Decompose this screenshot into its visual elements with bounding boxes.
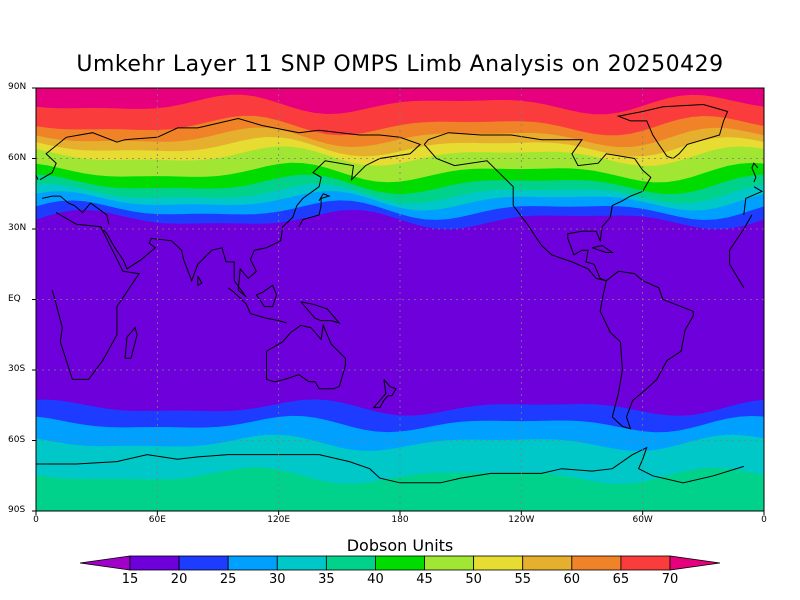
colorbar-level-label: 70	[661, 572, 679, 587]
x-tick-label: 60E	[148, 515, 166, 525]
coastline-7-0	[400, 446, 744, 484]
colorbar-box	[473, 555, 524, 571]
coastline-8-0	[298, 193, 331, 227]
coastline-0-2	[729, 214, 753, 265]
x-tick-label: 120E	[267, 515, 291, 525]
coastline-14-0	[124, 326, 138, 359]
coastline-15-0	[197, 275, 203, 287]
colorbar-level-label: 40	[367, 572, 384, 587]
coastline-5-0	[599, 270, 694, 430]
colorbar-under-triangle	[79, 555, 131, 571]
colorbar-box	[424, 555, 475, 571]
colorbar-level-label: 60	[563, 572, 581, 587]
y-tick-label: EQ	[8, 293, 21, 304]
x-tick-label: 0	[761, 515, 767, 525]
colorbar-box	[620, 555, 671, 571]
x-tick-label: 60W	[632, 515, 653, 525]
y-tick-label: 30S	[8, 364, 26, 374]
colorbar-level-label: 45	[416, 572, 433, 587]
coastline-2-1	[41, 195, 110, 225]
coastline-1-1	[39, 117, 422, 298]
x-tick-label: 120W	[508, 515, 535, 525]
coastline-0-0	[729, 264, 745, 289]
colorbar-level-label: 15	[121, 572, 139, 587]
colorbar-level-label: 65	[612, 572, 630, 587]
y-tick-label: 60N	[8, 152, 27, 163]
coastline-4-0	[423, 132, 652, 282]
y-tick-label: 90S	[8, 505, 26, 515]
coastline-1-0	[743, 186, 764, 215]
colorbar-box	[375, 555, 425, 571]
colorbar-box	[522, 555, 573, 571]
coastline-12-0	[372, 379, 397, 409]
colorbar-level-label: 55	[514, 572, 531, 587]
chart-title: Umkehr Layer 11 SNP OMPS Limb Analysis o…	[76, 52, 724, 77]
colorbar-level-label: 25	[219, 572, 237, 587]
coastline-13-2	[751, 162, 759, 183]
colorbar-over-triangle	[669, 555, 721, 571]
coastline-10-0	[255, 284, 278, 308]
colorbar-box	[227, 555, 278, 571]
colorbar-box	[571, 555, 622, 571]
coastline-6-0	[616, 103, 729, 159]
coastline-7-1	[36, 454, 401, 484]
coastline-3-0	[266, 323, 346, 390]
colorbar-box	[276, 555, 327, 571]
x-tick-label: 0	[33, 515, 39, 525]
colorbar-level-label: 35	[318, 572, 335, 587]
coastline-9-0	[227, 287, 287, 324]
colorbar-level-label: 20	[170, 572, 188, 587]
band-south-35	[36, 467, 764, 511]
colorbar-level-label: 30	[268, 572, 286, 587]
coastline-0-1	[51, 212, 140, 380]
colorbar-units-label: Dobson Units	[346, 536, 454, 555]
colorbar	[79, 555, 721, 571]
coastline-16-0	[591, 244, 614, 253]
colorbar-box	[325, 555, 376, 571]
coastline-11-0	[300, 301, 341, 324]
y-tick-label: 30N	[8, 223, 27, 233]
x-tick-label: 180	[391, 515, 409, 525]
colorbar-box	[129, 555, 180, 571]
colorbar-box	[178, 555, 229, 571]
y-tick-label: 90N	[8, 82, 27, 92]
y-tick-label: 60S	[8, 434, 26, 445]
colorbar-level-label: 50	[465, 572, 482, 587]
